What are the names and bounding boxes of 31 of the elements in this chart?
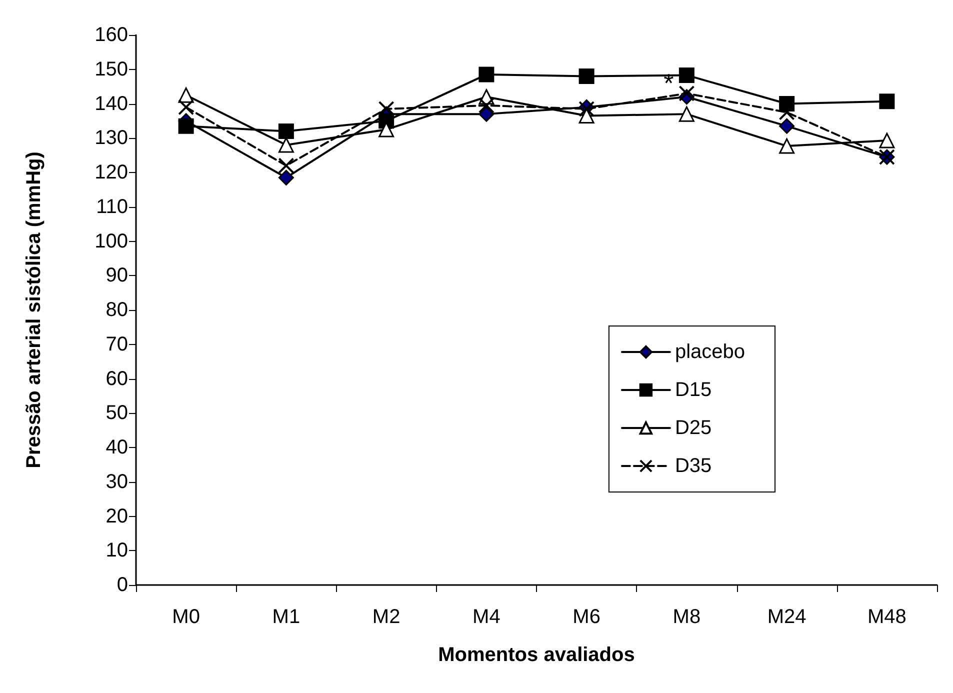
y-tick-label: 10 bbox=[106, 540, 128, 562]
y-tick-label: 90 bbox=[106, 264, 128, 287]
x-tick-label: M48 bbox=[867, 606, 906, 628]
legend-label: D25 bbox=[674, 417, 712, 439]
y-tick-label: 30 bbox=[106, 470, 128, 493]
y-tick-label: 50 bbox=[106, 402, 128, 424]
y-axis-title: Pressão arterial sistólica (mmHg) bbox=[23, 152, 45, 468]
y-tick-label: 120 bbox=[94, 162, 128, 184]
y-tick-label: 140 bbox=[94, 92, 128, 115]
legend-label: D35 bbox=[674, 455, 712, 477]
y-tick-label: 110 bbox=[96, 196, 128, 218]
x-tick-label: M4 bbox=[472, 606, 500, 628]
legend-label: placebo bbox=[674, 341, 746, 363]
x-tick-label: M0 bbox=[172, 606, 200, 628]
y-tick-label: 150 bbox=[94, 58, 128, 80]
x-tick-label: M2 bbox=[372, 606, 400, 628]
x-tick-label: M6 bbox=[572, 606, 600, 628]
y-tick-label: 40 bbox=[106, 436, 128, 458]
y-tick-label: 80 bbox=[106, 299, 128, 321]
y-tick-label: 0 bbox=[116, 574, 128, 596]
legend-label: D15 bbox=[674, 379, 712, 401]
x-axis-title: Momentos avaliados bbox=[438, 644, 635, 666]
y-tick-label: 160 bbox=[94, 24, 128, 46]
x-tick-label: M1 bbox=[272, 606, 300, 628]
y-tick-label: 100 bbox=[94, 230, 128, 252]
y-tick-label: 60 bbox=[106, 368, 128, 390]
x-tick-label: M8 bbox=[672, 606, 701, 628]
y-tick-label: 70 bbox=[106, 333, 128, 356]
y-tick-label: 20 bbox=[106, 505, 128, 528]
y-tick-label: 130 bbox=[94, 127, 128, 150]
x-tick-label: M24 bbox=[767, 606, 806, 628]
